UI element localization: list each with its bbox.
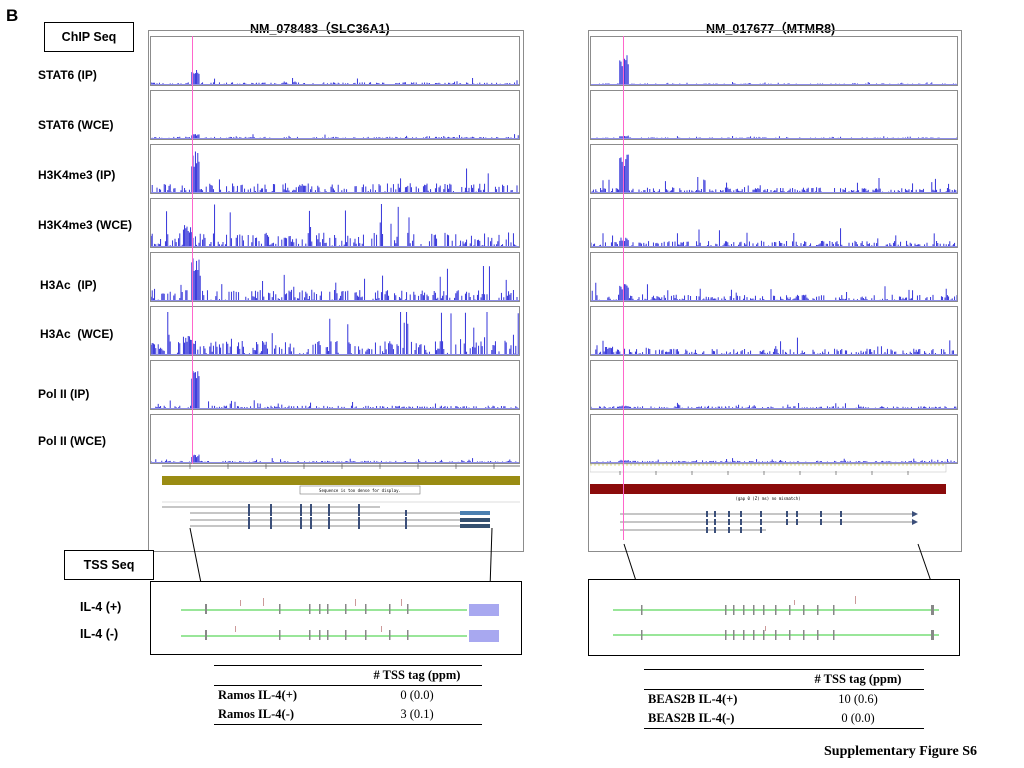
figure-caption: Supplementary Figure S6 xyxy=(824,744,977,759)
table-cell: 0 (0.0) xyxy=(841,711,875,725)
signal-track xyxy=(150,144,520,194)
tss-row-label-il4-minus: IL-4 (-) xyxy=(80,627,119,641)
signal-track xyxy=(590,198,958,248)
gene-annotation-mtmr8: (gap 0 (Z) ms) no mismatch) xyxy=(589,462,960,548)
signal-track xyxy=(150,306,520,356)
tss-table-right: # TSS tag (ppm) BEAS2B IL-4(+) 10 (0.6) B… xyxy=(644,669,924,729)
gene-model-slc36a1: Sequence is too dense for display. xyxy=(162,464,520,529)
track-label-polii-wce: Pol II (WCE) xyxy=(38,434,106,448)
tss-marker-right xyxy=(623,36,624,540)
signal-track xyxy=(590,252,958,302)
contig-bar-right xyxy=(590,484,946,494)
signal-track xyxy=(590,360,958,410)
signal-track xyxy=(590,36,958,86)
table-cell: Ramos IL-4(-) xyxy=(218,707,295,721)
signal-track xyxy=(150,360,520,410)
chip-tracks-slc36a1 xyxy=(150,36,520,466)
tss-box-slc36a1 xyxy=(150,581,522,655)
tss-seq-box: TSS Seq xyxy=(64,550,154,580)
signal-track xyxy=(150,36,520,86)
gene-title-mtmr8: NM_017677（MTMR8) xyxy=(706,22,836,36)
gene-model-mtmr8: (gap 0 (Z) ms) no mismatch) xyxy=(589,463,947,533)
chip-tracks-mtmr8 xyxy=(590,36,958,466)
track-label-h3k4me3-wce: H3K4me3 (WCE) xyxy=(38,218,133,232)
signal-track xyxy=(590,306,958,356)
tss-row-label-il4-plus: IL-4 (+) xyxy=(80,600,122,614)
table-cell: 0 (0.0) xyxy=(400,688,434,702)
table-cell: 10 (0.6) xyxy=(838,692,878,706)
track-label-h3ac-wce: H3Ac (WCE) xyxy=(40,327,114,341)
browser-frame-right xyxy=(588,30,962,552)
table-cell: 3 (0.1) xyxy=(400,707,434,721)
signal-track xyxy=(150,414,520,464)
table-cell: Ramos IL-4(+) xyxy=(218,688,297,702)
tss-box-mtmr8 xyxy=(588,579,960,656)
signal-track xyxy=(590,144,958,194)
tss-marker-left xyxy=(192,36,193,464)
signal-track xyxy=(590,414,958,464)
chip-seq-box: ChIP Seq xyxy=(44,22,134,52)
signal-track xyxy=(150,252,520,302)
gap-note: (gap 0 (Z) ms) no mismatch) xyxy=(735,496,800,501)
tss-profile-slc36a1 xyxy=(181,598,499,642)
table-header: # TSS tag (ppm) xyxy=(814,672,902,686)
signal-track xyxy=(150,198,520,248)
tss-profile-mtmr8 xyxy=(613,596,939,640)
gene-annotation-slc36a1: Sequence is too dense for display. xyxy=(150,462,522,548)
track-label-stat6-ip: STAT6 (IP) xyxy=(38,68,97,82)
table-header: # TSS tag (ppm) xyxy=(373,668,461,682)
contig-bar-left xyxy=(162,476,520,485)
dense-display-note: Sequence is too dense for display. xyxy=(319,488,401,493)
signal-track xyxy=(150,90,520,140)
gene-title-slc36a1: NM_078483（SLC36A1) xyxy=(250,22,390,36)
browser-frame-left xyxy=(148,30,524,552)
track-label-stat6-wce: STAT6 (WCE) xyxy=(38,118,114,132)
track-label-h3ac-ip: H3Ac (IP) xyxy=(40,278,97,292)
track-label-h3k4me3-ip: H3K4me3 (IP) xyxy=(38,168,116,182)
tss-table-left: # TSS tag (ppm) Ramos IL-4(+) 0 (0.0) Ram… xyxy=(214,665,482,725)
table-cell: BEAS2B IL-4(-) xyxy=(648,711,735,725)
signal-track xyxy=(590,90,958,140)
track-label-polii-ip: Pol II (IP) xyxy=(38,387,90,401)
table-cell: BEAS2B IL-4(+) xyxy=(648,692,738,706)
panel-label: B xyxy=(6,6,19,25)
